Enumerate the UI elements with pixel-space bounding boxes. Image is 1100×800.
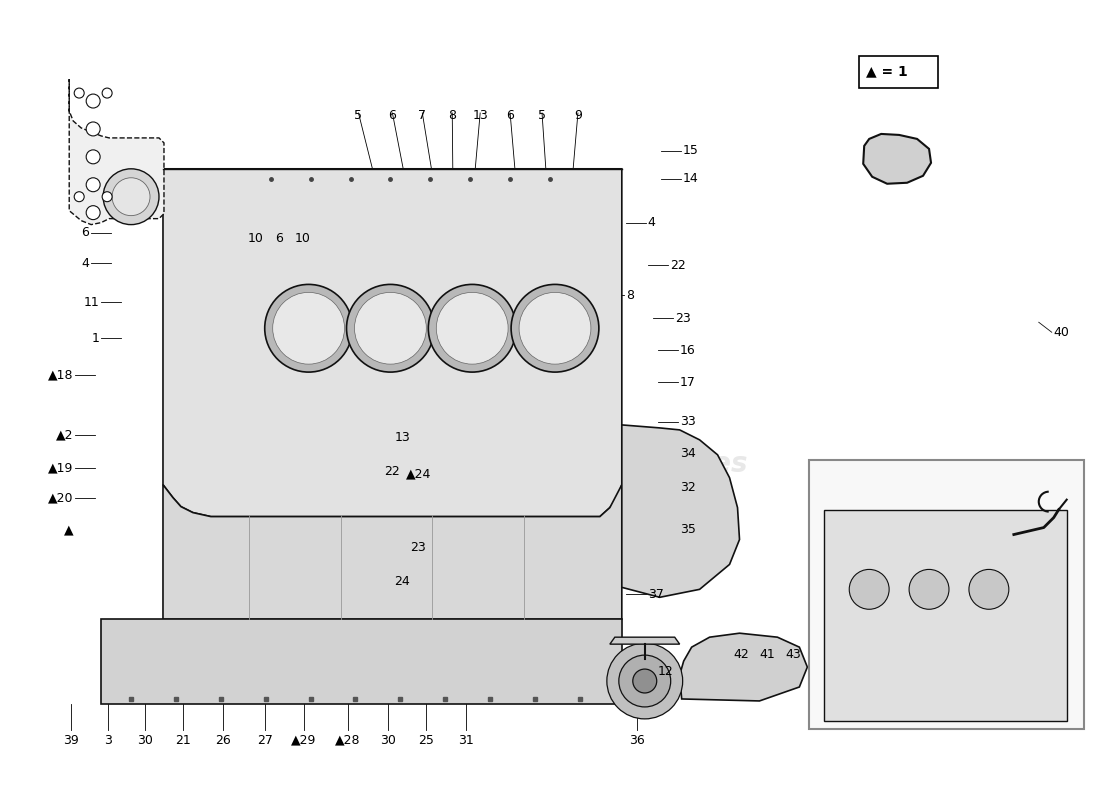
Circle shape	[428, 285, 516, 372]
Text: 17: 17	[680, 375, 695, 389]
Circle shape	[346, 285, 434, 372]
Text: 27: 27	[256, 734, 273, 747]
Text: 43: 43	[785, 648, 801, 661]
Text: 4: 4	[648, 216, 656, 229]
Text: ▲28: ▲28	[334, 734, 361, 747]
Polygon shape	[163, 169, 621, 517]
Circle shape	[849, 570, 889, 610]
Text: eurospares: eurospares	[188, 450, 363, 478]
Text: 10: 10	[295, 232, 310, 245]
Text: 7: 7	[418, 109, 427, 122]
Text: 24: 24	[395, 575, 410, 588]
Text: eurospares: eurospares	[572, 450, 748, 478]
Circle shape	[437, 292, 508, 364]
Polygon shape	[163, 485, 621, 619]
Circle shape	[519, 292, 591, 364]
Text: 6: 6	[275, 232, 283, 245]
Circle shape	[607, 643, 683, 719]
Text: 33: 33	[680, 415, 695, 429]
Text: 39: 39	[64, 734, 79, 747]
Text: ▲29: ▲29	[290, 734, 317, 747]
Text: 23: 23	[674, 312, 691, 325]
Text: ▲2: ▲2	[56, 428, 74, 442]
Text: 34: 34	[680, 447, 695, 460]
Polygon shape	[824, 510, 1067, 721]
Polygon shape	[621, 425, 739, 598]
Circle shape	[86, 206, 100, 220]
Text: 41: 41	[759, 648, 775, 661]
Circle shape	[909, 570, 949, 610]
Text: 15: 15	[683, 144, 698, 158]
Circle shape	[74, 192, 85, 202]
Text: 36: 36	[629, 734, 645, 747]
Polygon shape	[69, 79, 164, 225]
Text: ▲24: ▲24	[406, 467, 431, 480]
Polygon shape	[864, 134, 931, 184]
Text: 6: 6	[506, 109, 514, 122]
FancyBboxPatch shape	[810, 460, 1084, 729]
Text: 37: 37	[648, 588, 663, 601]
Circle shape	[273, 292, 344, 364]
Text: 25: 25	[418, 734, 434, 747]
Circle shape	[354, 292, 427, 364]
Text: 30: 30	[138, 734, 153, 747]
Circle shape	[86, 94, 100, 108]
Text: 14: 14	[683, 172, 698, 186]
Text: 22: 22	[670, 259, 685, 272]
Text: ▲19: ▲19	[47, 462, 74, 474]
Text: 11: 11	[84, 296, 99, 309]
Circle shape	[265, 285, 352, 372]
Text: ▲: ▲	[64, 523, 74, 536]
Text: 13: 13	[395, 431, 410, 444]
Circle shape	[86, 150, 100, 164]
Circle shape	[632, 669, 657, 693]
Text: 9: 9	[574, 109, 582, 122]
Circle shape	[86, 122, 100, 136]
Text: 3: 3	[104, 734, 112, 747]
Text: ▲20: ▲20	[47, 491, 74, 504]
Text: ▲18: ▲18	[47, 369, 74, 382]
Polygon shape	[609, 637, 680, 644]
Circle shape	[112, 178, 150, 216]
Text: 21: 21	[175, 734, 190, 747]
Text: 12: 12	[658, 665, 673, 678]
Text: 5: 5	[538, 109, 546, 122]
Text: 23: 23	[410, 541, 426, 554]
Circle shape	[103, 169, 160, 225]
Text: 8: 8	[448, 109, 456, 122]
Text: 16: 16	[680, 344, 695, 357]
Polygon shape	[680, 633, 807, 701]
Circle shape	[102, 192, 112, 202]
Circle shape	[512, 285, 598, 372]
Text: 6: 6	[81, 226, 89, 239]
Circle shape	[619, 655, 671, 707]
Text: 31: 31	[459, 734, 474, 747]
Polygon shape	[101, 619, 622, 704]
Text: 4: 4	[81, 257, 89, 270]
Text: 35: 35	[680, 523, 695, 536]
Text: 22: 22	[385, 466, 400, 478]
Text: 32: 32	[680, 481, 695, 494]
Text: 8: 8	[626, 289, 634, 302]
Text: 10: 10	[248, 232, 264, 245]
Circle shape	[969, 570, 1009, 610]
Text: 13: 13	[472, 109, 488, 122]
Circle shape	[102, 88, 112, 98]
Text: 6: 6	[388, 109, 396, 122]
Text: 40: 40	[1054, 326, 1069, 338]
Text: 5: 5	[354, 109, 363, 122]
Text: 30: 30	[381, 734, 396, 747]
FancyBboxPatch shape	[859, 56, 938, 88]
Text: 42: 42	[734, 648, 749, 661]
Text: 26: 26	[214, 734, 231, 747]
Circle shape	[86, 178, 100, 192]
Circle shape	[74, 88, 85, 98]
Text: 1: 1	[91, 332, 99, 345]
Text: ▲ = 1: ▲ = 1	[866, 64, 908, 78]
